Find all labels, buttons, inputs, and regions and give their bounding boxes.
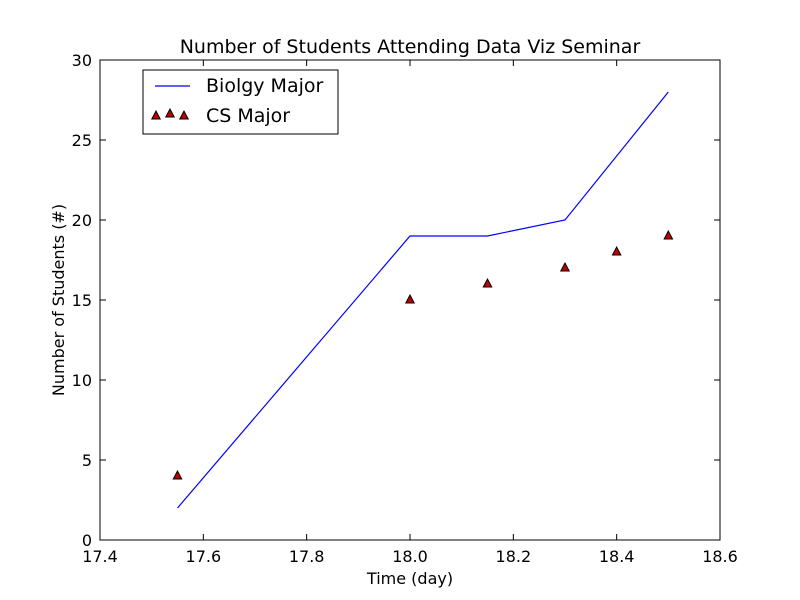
- series-point-cs: [482, 277, 493, 288]
- legend-marker-cs: [164, 107, 176, 118]
- legend-markers-cs: [150, 107, 190, 120]
- series-point-cs: [559, 261, 571, 272]
- tick-layer: [99, 59, 721, 541]
- series-point-cs: [404, 293, 416, 304]
- x-tick-label: 18.6: [702, 547, 738, 566]
- series-point-cs: [172, 469, 183, 480]
- y-tick-label: 25: [72, 131, 92, 150]
- x-tick-label: 17.4: [82, 547, 118, 566]
- legend-marker-cs: [178, 109, 190, 120]
- x-tick-label: 18.4: [599, 547, 635, 566]
- x-tick-label: 18.0: [392, 547, 428, 566]
- legend-label-biology: Biolgy Major: [206, 75, 324, 97]
- x-tick-label: 18.2: [496, 547, 532, 566]
- x-tick-label: 17.8: [289, 547, 325, 566]
- series-point-cs: [611, 245, 622, 256]
- legend: Biolgy Major CS Major: [142, 69, 339, 135]
- x-tick-labels: 17.4 17.6 17.8 18.0 18.2 18.4 18.6: [82, 547, 738, 566]
- y-tick-label: 0: [82, 531, 92, 550]
- series-line-biology: [177, 91, 669, 509]
- y-tick-label: 20: [72, 211, 92, 230]
- y-tick-labels: 0 5 10 15 20 25 30: [72, 51, 92, 550]
- x-tick-label: 17.6: [186, 547, 222, 566]
- y-tick-label: 30: [72, 51, 92, 70]
- y-axis-label: Number of Students (#): [49, 204, 68, 396]
- legend-box: [142, 69, 339, 135]
- plot-area: [99, 59, 721, 541]
- y-tick-label: 5: [82, 451, 92, 470]
- y-tick-label: 15: [72, 291, 92, 310]
- legend-label-cs: CS Major: [206, 105, 290, 127]
- y-tick-label: 10: [72, 371, 92, 390]
- chart-title: Number of Students Attending Data Viz Se…: [180, 36, 641, 58]
- series-point-cs: [663, 229, 674, 240]
- legend-marker-cs: [150, 109, 162, 120]
- x-axis-label: Time (day): [366, 569, 453, 588]
- series-layer: [172, 91, 674, 509]
